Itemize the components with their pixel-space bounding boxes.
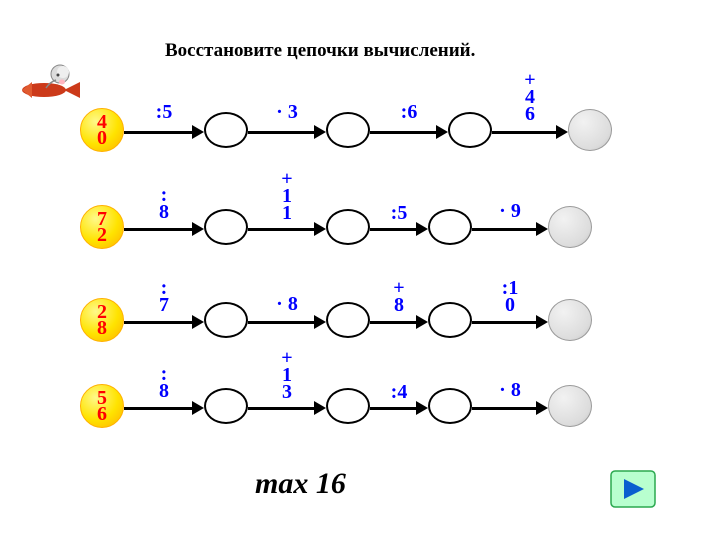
operation-label: + 1 3: [267, 350, 307, 401]
chain-mid-node[interactable]: [448, 112, 492, 148]
rocket-icon: [20, 60, 90, 109]
chain-start-node: 2 8: [80, 298, 124, 342]
operation-label: :4: [379, 384, 419, 401]
operation-label: :5: [379, 205, 419, 222]
instruction-title: Восстановите цепочки вычислений.: [165, 40, 475, 62]
chain-mid-node[interactable]: [326, 388, 370, 424]
chain-mid-node[interactable]: [428, 302, 472, 338]
chain-start-value: 5 6: [97, 390, 107, 422]
next-button[interactable]: [610, 470, 656, 508]
chain-end-node[interactable]: [548, 299, 592, 341]
operation-label: · 9: [490, 203, 530, 220]
chain-mid-node[interactable]: [204, 112, 248, 148]
chain-mid-node[interactable]: [326, 302, 370, 338]
operation-label: :5: [144, 104, 184, 121]
chain-mid-node[interactable]: [326, 209, 370, 245]
chain-start-node: 5 6: [80, 384, 124, 428]
operation-label: : 8: [144, 187, 184, 221]
operation-label: + 1 1: [267, 171, 307, 222]
chain-start-node: 4 0: [80, 108, 124, 152]
operation-label: · 3: [267, 104, 307, 121]
chain-start-value: 2 8: [97, 304, 107, 336]
chain-end-node[interactable]: [568, 109, 612, 151]
operation-label: · 8: [490, 382, 530, 399]
chain-start-value: 4 0: [97, 114, 107, 146]
chain-mid-node[interactable]: [204, 388, 248, 424]
operation-label: :1 0: [490, 280, 530, 314]
chain-mid-node[interactable]: [204, 209, 248, 245]
chain-start-value: 7 2: [97, 211, 107, 243]
operation-label: : 7: [144, 280, 184, 314]
chain-mid-node[interactable]: [428, 209, 472, 245]
operation-label: : 8: [144, 366, 184, 400]
chain-end-node[interactable]: [548, 206, 592, 248]
operation-label: + 4 6: [510, 72, 550, 123]
chain-mid-node[interactable]: [204, 302, 248, 338]
chain-end-node[interactable]: [548, 385, 592, 427]
footer-max: max 16: [255, 467, 346, 501]
chain-mid-node[interactable]: [428, 388, 472, 424]
chain-start-node: 7 2: [80, 205, 124, 249]
chain-mid-node[interactable]: [326, 112, 370, 148]
operation-label: · 8: [267, 296, 307, 313]
operation-label: + 8: [379, 280, 419, 314]
operation-label: :6: [389, 104, 429, 121]
